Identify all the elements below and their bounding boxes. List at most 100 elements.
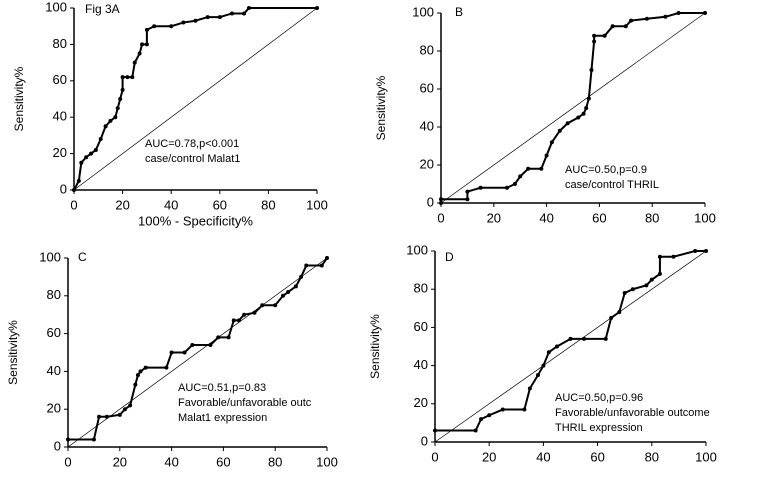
point <box>181 20 186 25</box>
point <box>554 344 559 349</box>
point <box>465 189 470 194</box>
point <box>152 24 157 29</box>
x-tick-label: 40 <box>539 210 553 225</box>
x-tick-label: 20 <box>487 210 501 225</box>
point <box>66 437 70 442</box>
x-tick-label: 40 <box>164 454 178 469</box>
panel-label: C <box>78 250 87 264</box>
point <box>644 16 649 21</box>
point <box>589 68 594 72</box>
x-axis-label: 100% - Specificity% <box>138 213 253 228</box>
x-tick-label: 80 <box>645 449 659 464</box>
point <box>169 24 174 29</box>
point <box>138 369 143 374</box>
point <box>576 115 581 120</box>
y-tick-label: 40 <box>414 357 428 372</box>
point <box>98 137 103 142</box>
x-tick-label: 40 <box>536 449 550 464</box>
point <box>663 14 668 19</box>
y-tick-label: 80 <box>414 281 428 296</box>
x-tick-label: 100 <box>306 197 328 212</box>
annotation: case/control THRIL <box>565 179 659 191</box>
x-tick-label: 20 <box>113 454 127 469</box>
point <box>132 60 137 65</box>
point <box>557 128 562 133</box>
point <box>226 335 231 340</box>
point <box>246 6 251 10</box>
y-tick-label: 80 <box>420 42 434 57</box>
point <box>280 293 285 298</box>
point <box>140 42 145 47</box>
y-tick-label: 0 <box>427 194 434 209</box>
point <box>487 413 492 418</box>
point <box>79 160 84 165</box>
panel-label: Fig 3A <box>85 2 120 16</box>
annotation: Favorable/unfavorable outc <box>178 397 312 409</box>
point <box>242 11 247 16</box>
point <box>581 111 586 116</box>
y-tick-label: 0 <box>421 433 428 448</box>
x-tick-label: 40 <box>164 197 178 212</box>
point <box>602 33 607 38</box>
point <box>535 373 540 378</box>
x-tick-label: 20 <box>482 449 496 464</box>
point <box>190 342 195 347</box>
point <box>169 350 174 355</box>
point <box>592 33 597 38</box>
point <box>671 254 676 259</box>
y-tick-label: 0 <box>60 181 67 196</box>
point <box>315 6 319 10</box>
point <box>439 197 443 202</box>
x-tick-label: 100 <box>695 449 717 464</box>
point <box>478 185 483 190</box>
point <box>143 365 148 370</box>
point <box>108 118 113 123</box>
point <box>473 428 478 433</box>
point <box>465 197 470 202</box>
point <box>182 350 187 355</box>
point <box>208 342 213 347</box>
reference-line <box>73 7 318 191</box>
point <box>304 263 309 268</box>
y-tick-label: 20 <box>414 395 428 410</box>
point <box>97 414 102 419</box>
annotation: AUC=0.50,p=0.9 <box>565 164 647 176</box>
point <box>91 437 96 442</box>
x-tick-label: 0 <box>70 197 77 212</box>
point <box>128 403 133 408</box>
x-tick-label: 100 <box>694 210 716 225</box>
point <box>623 24 628 29</box>
point <box>133 382 138 387</box>
point <box>644 283 649 288</box>
y-tick-label: 20 <box>420 156 434 171</box>
annotation: Malat1 expression <box>178 412 267 424</box>
point <box>84 155 89 160</box>
y-tick-label: 80 <box>53 36 67 51</box>
point <box>657 271 662 276</box>
point <box>693 249 698 253</box>
point <box>242 312 247 317</box>
y-axis-label: Sensitivity% <box>374 75 388 140</box>
y-tick-label: 40 <box>47 363 61 378</box>
point <box>205 15 210 20</box>
y-tick-label: 40 <box>420 118 434 133</box>
point <box>76 178 81 183</box>
y-tick-label: 40 <box>53 109 67 124</box>
point <box>130 75 135 80</box>
point <box>193 18 198 23</box>
point <box>115 106 120 111</box>
x-tick-label: 80 <box>268 454 282 469</box>
point <box>527 386 532 391</box>
panel-label: D <box>445 250 454 264</box>
point <box>216 335 221 340</box>
point <box>649 277 654 282</box>
point <box>630 287 635 292</box>
point <box>164 365 169 370</box>
point <box>546 350 551 355</box>
x-tick-label: 0 <box>64 454 71 469</box>
y-tick-label: 20 <box>53 145 67 160</box>
x-tick-label: 80 <box>261 197 275 212</box>
y-tick-label: 100 <box>406 242 428 257</box>
reference-line <box>434 250 707 443</box>
